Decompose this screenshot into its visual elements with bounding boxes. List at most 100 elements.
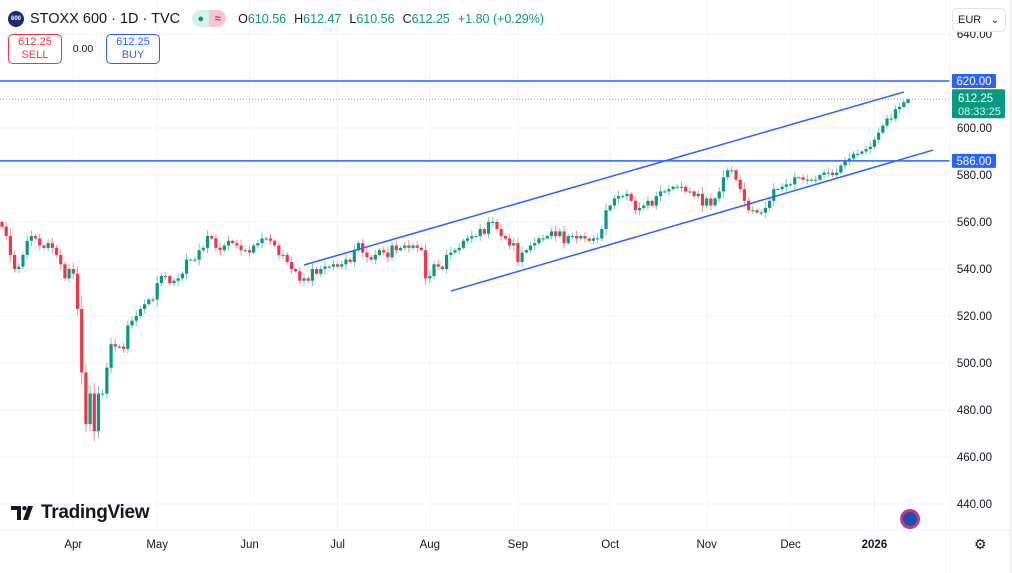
candle xyxy=(688,187,692,196)
market-status-pill[interactable]: ● ≈ xyxy=(192,10,227,27)
candle-body xyxy=(235,243,239,246)
buy-button[interactable]: 612.25 BUY xyxy=(106,34,160,64)
candle-body xyxy=(80,308,84,373)
candle xyxy=(495,218,499,232)
candle-body xyxy=(46,243,50,248)
candle-body xyxy=(612,198,616,206)
candle xyxy=(705,195,709,209)
drawings[interactable] xyxy=(0,80,950,292)
sell-button[interactable]: 612.25 SELL xyxy=(8,34,62,64)
candle xyxy=(411,243,415,250)
candle xyxy=(860,150,864,156)
candle-body xyxy=(335,264,340,267)
candle xyxy=(646,196,650,210)
candle xyxy=(549,227,554,240)
candle-body xyxy=(528,245,533,251)
candle-body xyxy=(583,236,587,239)
candle xyxy=(658,185,663,202)
candle xyxy=(696,190,700,200)
price-axis[interactable]: 640.00 600.00 580.00 560.00 540.00 520.00 500.… xyxy=(949,0,1011,573)
candle-body xyxy=(558,231,562,237)
candle xyxy=(872,136,877,150)
candle-body xyxy=(566,236,570,244)
candle xyxy=(201,245,205,253)
candle-body xyxy=(818,175,822,180)
candle xyxy=(415,241,419,252)
candle xyxy=(29,230,33,247)
candle-body xyxy=(189,259,193,261)
candle xyxy=(105,362,109,398)
candle-body xyxy=(424,250,428,279)
candle xyxy=(755,208,759,214)
candle xyxy=(147,297,151,306)
candle xyxy=(340,260,344,270)
candle xyxy=(671,185,675,191)
candle xyxy=(268,233,273,245)
settings-gear-icon[interactable]: ⚙ xyxy=(974,536,987,552)
candle xyxy=(461,238,465,250)
candle xyxy=(692,189,696,198)
eu-flag-icon[interactable] xyxy=(901,510,919,528)
candle xyxy=(470,230,474,244)
candle xyxy=(172,277,176,287)
time-axis[interactable]: Apr May Jun Jul Aug Sep Oct Nov Dec 2026 xyxy=(64,539,887,551)
buy-price: 612.25 xyxy=(116,36,150,48)
candle-body xyxy=(344,259,348,265)
chart-legend: 600 STOXX 600 · 1D · TVC ● ≈ O610.56 H61… xyxy=(8,10,544,27)
currency-select[interactable]: EUR ⌄ xyxy=(952,8,1006,32)
candle-body xyxy=(314,269,319,274)
candle-body xyxy=(734,170,738,180)
candle-body xyxy=(126,325,130,349)
candle-body xyxy=(503,236,507,239)
candle-body xyxy=(604,210,608,230)
candle xyxy=(289,256,294,274)
candle-body xyxy=(50,243,54,248)
candle-body xyxy=(8,236,12,255)
candle-body xyxy=(654,196,658,206)
candle-body xyxy=(856,153,860,155)
candle-body xyxy=(163,276,168,278)
candle-body xyxy=(692,191,696,197)
candle-body xyxy=(428,276,432,279)
candle xyxy=(71,263,75,279)
candle xyxy=(805,174,809,185)
candle-body xyxy=(4,226,8,237)
candle-body xyxy=(415,245,419,248)
candle-body xyxy=(298,271,302,281)
candle xyxy=(264,236,268,241)
candle xyxy=(717,187,721,203)
candle-body xyxy=(898,106,902,110)
price-tick-label: 460.00 xyxy=(957,452,992,464)
candle-body xyxy=(67,269,71,279)
candle-body xyxy=(197,250,201,260)
candle xyxy=(759,209,763,216)
candle-body xyxy=(767,200,772,208)
candle xyxy=(260,232,264,249)
candle xyxy=(180,270,184,281)
candle-body xyxy=(663,191,667,193)
candle-body xyxy=(440,266,445,269)
candle xyxy=(633,196,637,215)
price-tick-label: 540.00 xyxy=(957,264,992,276)
countdown-label: 08:33:25 xyxy=(958,106,1001,118)
candle-body xyxy=(457,247,461,251)
candle-body xyxy=(109,344,113,368)
price-tick-label: 440.00 xyxy=(957,499,992,511)
candle xyxy=(38,233,42,251)
market-open-dot-icon: ● xyxy=(192,10,210,27)
high-value: 612.47 xyxy=(303,11,342,26)
chevron-down-icon: ⌄ xyxy=(990,14,999,26)
candle xyxy=(356,241,361,252)
candle xyxy=(323,261,327,274)
candle-body xyxy=(868,146,872,150)
candle-body xyxy=(717,191,721,199)
horizontal-line-price-label: 620.00 xyxy=(956,76,991,88)
tradingview-logo[interactable]: TradingView xyxy=(11,502,150,524)
symbol-title[interactable]: STOXX 600 · 1D · TVC xyxy=(30,10,181,27)
candle xyxy=(163,271,168,280)
candle xyxy=(88,385,92,431)
candle xyxy=(335,263,340,268)
candle xyxy=(17,262,21,274)
candle xyxy=(12,250,17,273)
